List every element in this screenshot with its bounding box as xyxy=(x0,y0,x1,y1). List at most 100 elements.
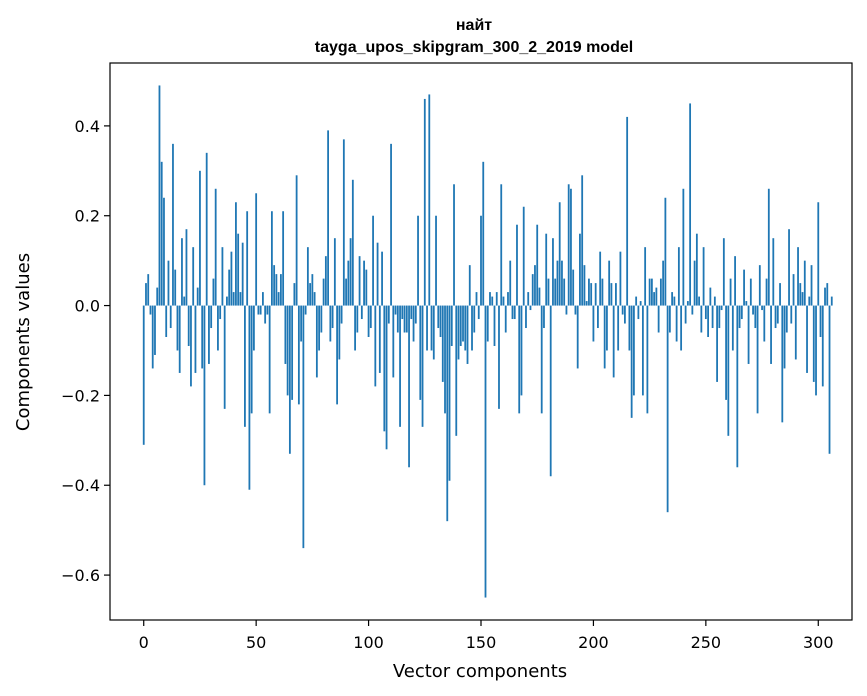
bar-59 xyxy=(275,274,278,306)
bar-167 xyxy=(518,305,521,414)
bar-194 xyxy=(579,233,581,306)
bar-30 xyxy=(210,305,213,329)
bar-27 xyxy=(203,305,206,486)
bar-4 xyxy=(151,305,154,369)
bar-140 xyxy=(457,305,460,360)
bar-60 xyxy=(277,292,280,306)
bar-118 xyxy=(408,305,410,468)
bar-39 xyxy=(230,251,233,306)
bar-66 xyxy=(291,305,294,400)
x-tick-label: 300 xyxy=(803,633,834,652)
bar-224 xyxy=(646,305,649,414)
bar-68 xyxy=(295,175,298,306)
bar-239 xyxy=(680,305,683,351)
bar-119 xyxy=(410,305,413,320)
bar-58 xyxy=(273,265,276,306)
y-axis-ticks: −0.6 −0.4 −0.2 0.0 0.2 0.4 xyxy=(61,117,110,585)
bar-115 xyxy=(401,305,404,320)
bar-159 xyxy=(500,184,503,306)
bar-254 xyxy=(713,296,716,306)
bar-174 xyxy=(534,265,536,306)
bar-260 xyxy=(727,305,730,436)
bar-289 xyxy=(792,274,795,306)
bar-210 xyxy=(615,283,617,306)
bar-70 xyxy=(300,305,303,342)
bar-50 xyxy=(255,193,258,306)
bar-253 xyxy=(711,305,714,329)
bar-129 xyxy=(432,305,435,360)
bar-302 xyxy=(821,305,824,387)
bar-47 xyxy=(248,305,251,490)
bar-137 xyxy=(450,305,453,346)
bar-37 xyxy=(226,296,228,306)
bar-304 xyxy=(826,283,829,306)
bar-280 xyxy=(772,238,775,306)
bar-217 xyxy=(630,305,633,418)
bar-245 xyxy=(693,260,696,306)
bar-257 xyxy=(720,305,723,311)
bar-296 xyxy=(808,296,811,306)
bar-144 xyxy=(466,305,469,364)
bar-40 xyxy=(232,292,235,306)
bar-176 xyxy=(538,287,541,306)
bar-160 xyxy=(502,296,505,306)
bar-234 xyxy=(668,305,671,333)
bar-134 xyxy=(444,305,446,414)
bar-75 xyxy=(311,274,314,306)
bar-67 xyxy=(293,283,296,306)
bar-226 xyxy=(650,278,653,306)
bar-73 xyxy=(306,247,309,306)
bar-98 xyxy=(363,260,365,306)
bar-92 xyxy=(349,238,352,306)
bar-3 xyxy=(149,305,152,315)
bar-165 xyxy=(513,305,516,320)
bar-94 xyxy=(354,305,356,351)
bar-266 xyxy=(740,305,743,320)
bar-185 xyxy=(558,202,561,306)
bar-204 xyxy=(601,278,604,306)
bar-55 xyxy=(266,305,269,315)
bar-192 xyxy=(574,305,577,315)
bar-62 xyxy=(282,211,285,306)
bar-93 xyxy=(351,179,354,306)
bar-252 xyxy=(709,287,712,306)
bar-186 xyxy=(561,260,563,306)
bars-group xyxy=(142,85,833,598)
bar-24 xyxy=(196,287,199,306)
bar-188 xyxy=(565,305,568,315)
bar-193 xyxy=(576,305,579,369)
bar-44 xyxy=(241,242,244,306)
bar-48 xyxy=(250,305,253,414)
bar-131 xyxy=(437,305,440,329)
bar-241 xyxy=(684,305,687,324)
bar-265 xyxy=(738,305,741,329)
bar-79 xyxy=(320,305,323,333)
bar-111 xyxy=(392,305,395,378)
bar-120 xyxy=(412,305,415,342)
bar-7 xyxy=(158,85,161,306)
bar-240 xyxy=(682,188,685,306)
bar-33 xyxy=(217,305,219,351)
x-tick-label: 50 xyxy=(246,633,266,652)
chart-title-line2: tayga_upos_skipgram_300_2_2019 model xyxy=(315,39,633,56)
bar-279 xyxy=(770,305,772,364)
bar-169 xyxy=(522,206,525,306)
bar-247 xyxy=(698,296,700,306)
bar-54 xyxy=(264,305,267,324)
bar-102 xyxy=(372,215,374,306)
bar-190 xyxy=(570,188,572,306)
bar-83 xyxy=(329,305,332,342)
bar-222 xyxy=(641,305,644,396)
bar-145 xyxy=(468,265,471,306)
bar-103 xyxy=(374,305,377,387)
bar-132 xyxy=(439,305,442,337)
bar-275 xyxy=(761,305,763,311)
bar-199 xyxy=(590,283,593,306)
bar-36 xyxy=(223,305,226,409)
bar-276 xyxy=(763,305,766,342)
bar-271 xyxy=(752,305,754,315)
bar-128 xyxy=(430,305,433,351)
bar-231 xyxy=(662,260,665,306)
bar-117 xyxy=(405,305,408,333)
